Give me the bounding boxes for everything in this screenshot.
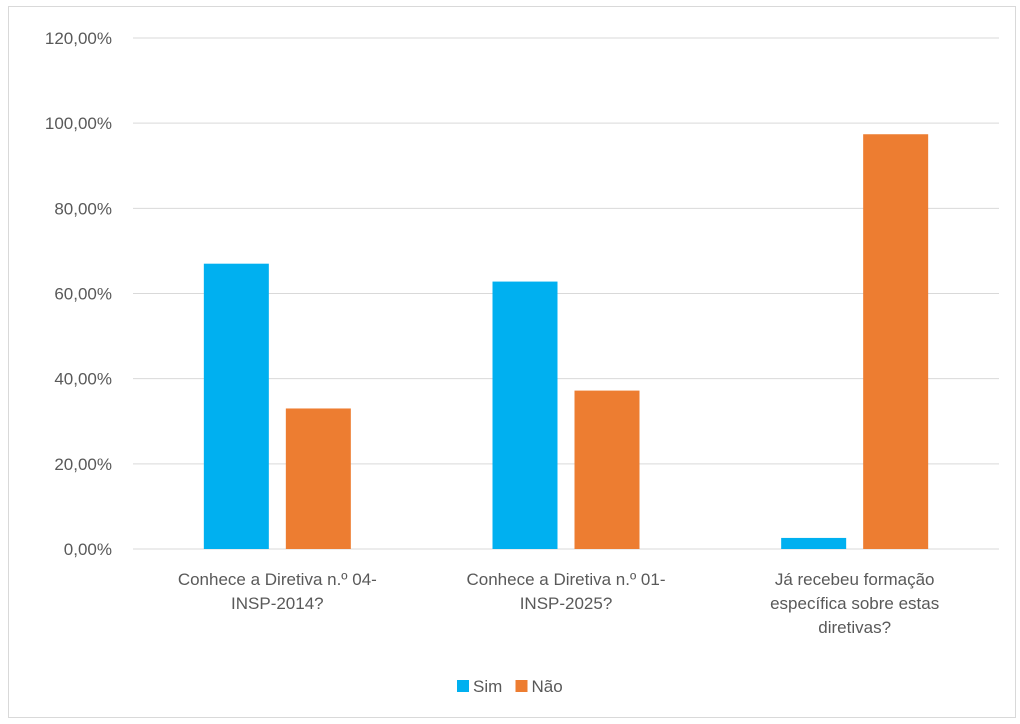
bar-sim-0 — [203, 263, 269, 549]
bar-no-0 — [285, 408, 351, 549]
bar-no-2 — [863, 134, 929, 549]
x-category-label: diretivas? — [818, 618, 891, 637]
y-tick-label: 60,00% — [54, 285, 112, 304]
bar-sim-2 — [781, 537, 847, 549]
y-tick-label: 40,00% — [54, 370, 112, 389]
legend-swatch-1 — [515, 680, 528, 692]
x-category-label: INSP-2025? — [520, 594, 613, 613]
chart-area: 0,00% 20,00% 40,00% 60,00% 80,00% 100,00% 120,… — [8, 6, 1016, 718]
bar-no-1 — [574, 390, 640, 549]
legend-label: Não — [532, 677, 563, 696]
x-category-label: Já recebeu formação — [775, 570, 935, 589]
x-category-label: Conhece a Diretiva n.º 04- — [178, 570, 377, 589]
y-tick-label: 0,00% — [64, 540, 112, 559]
y-tick-label: 20,00% — [54, 455, 112, 474]
y-tick-label: 100,00% — [45, 114, 112, 133]
y-tick-label: 80,00% — [54, 199, 112, 218]
x-category-label: específica sobre estas — [770, 594, 939, 613]
x-category-label: Conhece a Diretiva n.º 01- — [467, 570, 666, 589]
x-category-label: INSP-2014? — [231, 594, 324, 613]
bar-chart: 0,00% 20,00% 40,00% 60,00% 80,00% 100,00% 120,… — [45, 29, 999, 696]
y-tick-label: 120,00% — [45, 29, 112, 48]
bar-sim-1 — [492, 281, 558, 549]
legend-swatch-0 — [457, 680, 469, 692]
legend-label: Sim — [473, 677, 502, 696]
